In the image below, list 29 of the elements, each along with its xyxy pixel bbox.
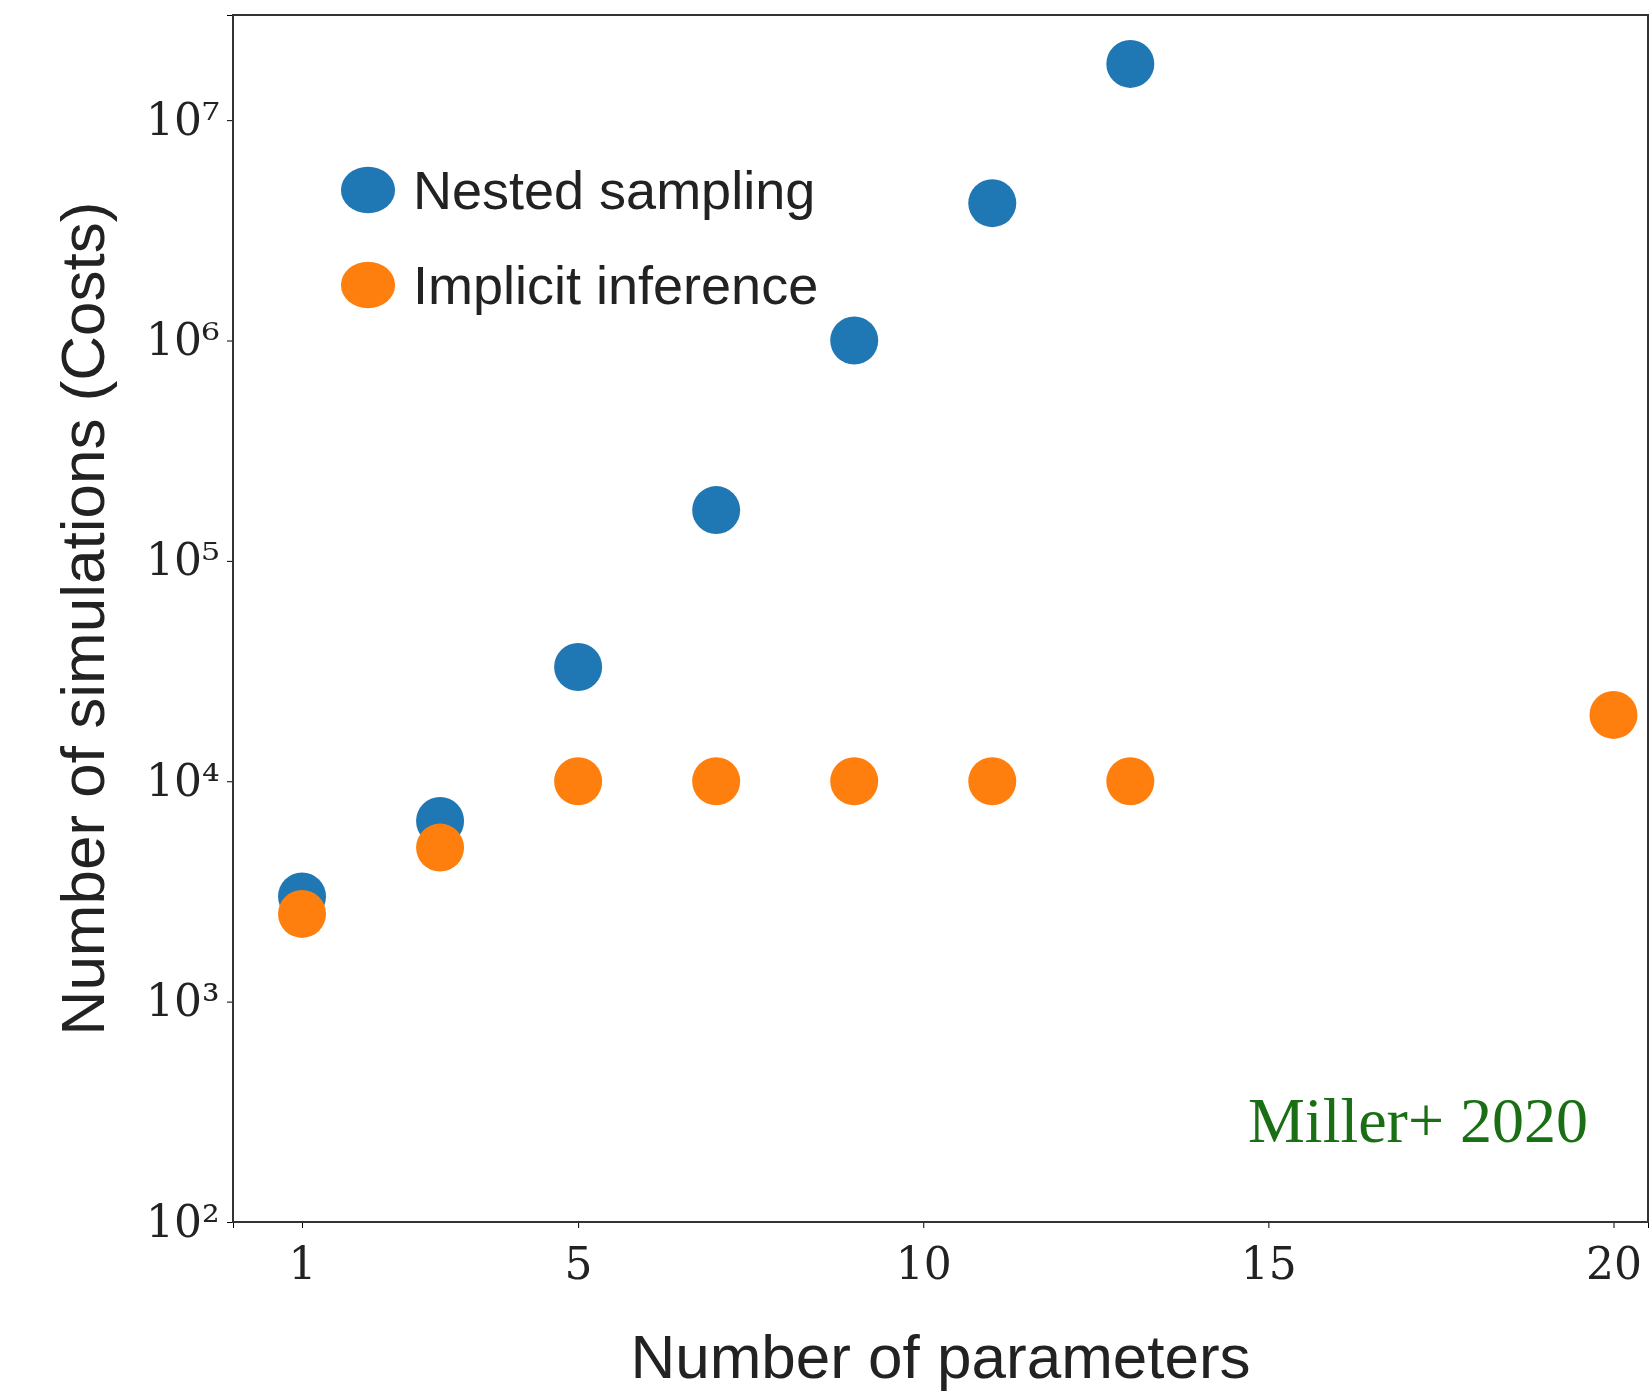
- annotation: Miller+ 2020: [1247, 1085, 1588, 1156]
- point: [692, 757, 741, 806]
- y-tick-label: 10²: [145, 1195, 220, 1247]
- point: [1589, 690, 1638, 739]
- point: [554, 757, 603, 806]
- x-tick-label: 20: [1585, 1238, 1642, 1290]
- point: [830, 757, 879, 806]
- legend-label: Implicit inference: [413, 254, 819, 315]
- y-tick-label: 10⁴: [145, 754, 220, 806]
- point: [968, 757, 1017, 806]
- x-axis-title: Number of parameters: [630, 1322, 1251, 1391]
- point: [1106, 757, 1155, 806]
- point: [554, 642, 603, 691]
- x-tick-label: 15: [1240, 1238, 1297, 1290]
- point: [1106, 39, 1155, 88]
- y-axis-title: Number of simulations (Costs): [48, 201, 117, 1036]
- y-tick-label: 10⁵: [145, 534, 220, 586]
- point: [278, 889, 327, 938]
- x-tick-label: 5: [564, 1238, 593, 1290]
- point: [830, 316, 879, 365]
- point: [416, 823, 465, 872]
- y-tick-label: 10⁷: [145, 93, 220, 145]
- point: [968, 179, 1017, 228]
- legend-label: Nested sampling: [413, 159, 816, 220]
- y-tick-label: 10³: [145, 975, 220, 1027]
- y-tick-label: 10⁶: [145, 314, 220, 366]
- x-tick-label: 10: [895, 1238, 952, 1290]
- x-tick-label: 1: [288, 1238, 317, 1290]
- point: [692, 486, 741, 535]
